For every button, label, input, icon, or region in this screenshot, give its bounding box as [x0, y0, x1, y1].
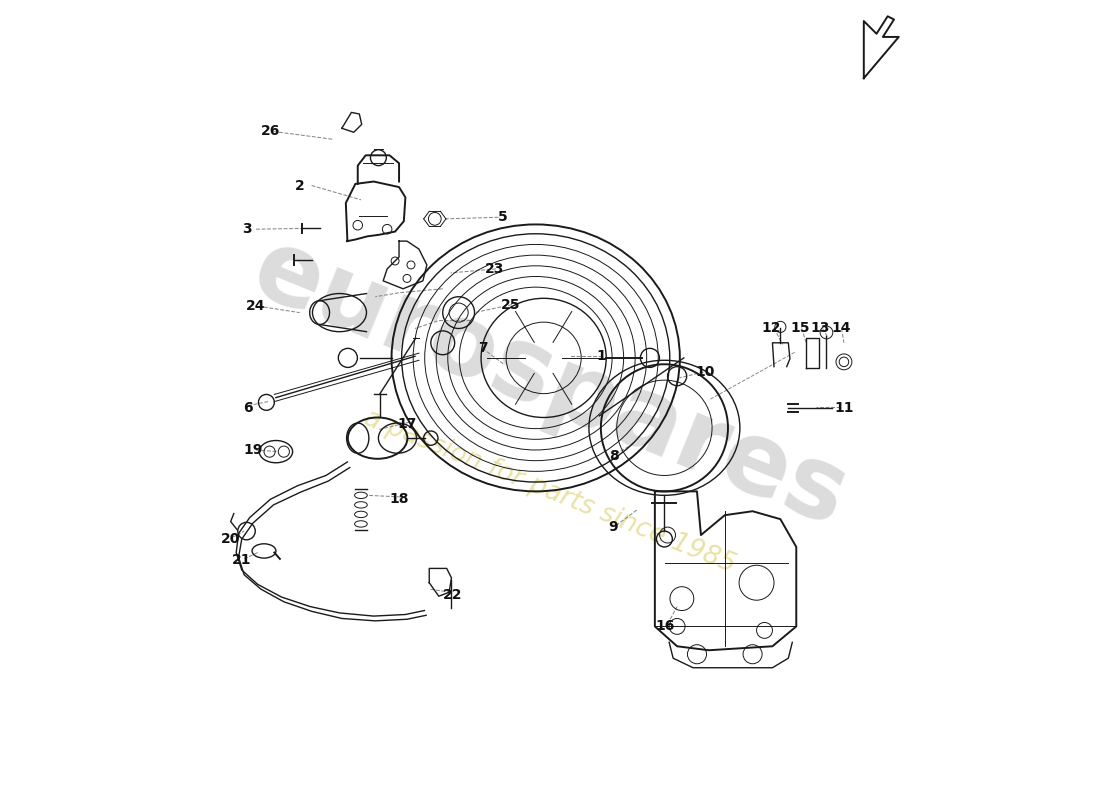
Text: 3: 3: [242, 222, 251, 236]
Text: 6: 6: [243, 401, 253, 415]
Text: 19: 19: [243, 443, 263, 457]
Text: 5: 5: [497, 210, 507, 224]
Text: 16: 16: [656, 619, 675, 634]
Text: 7: 7: [477, 342, 487, 355]
Text: 15: 15: [791, 322, 810, 335]
Text: 13: 13: [811, 322, 829, 335]
Text: 18: 18: [389, 492, 409, 506]
Text: 25: 25: [500, 298, 520, 312]
Text: 2: 2: [295, 178, 305, 193]
Text: 17: 17: [397, 417, 417, 431]
Text: a passion for parts since 1985: a passion for parts since 1985: [361, 405, 739, 578]
Text: 26: 26: [261, 125, 280, 138]
Text: 24: 24: [246, 299, 266, 314]
Text: 23: 23: [485, 262, 504, 276]
Text: 9: 9: [608, 520, 618, 534]
Text: 21: 21: [232, 554, 252, 567]
Text: 14: 14: [832, 322, 851, 335]
Text: 1: 1: [597, 350, 606, 363]
Text: 20: 20: [221, 532, 240, 546]
Text: 22: 22: [443, 588, 463, 602]
Text: 10: 10: [695, 365, 715, 379]
Text: 11: 11: [834, 401, 854, 415]
Text: eurospares: eurospares: [239, 221, 861, 547]
Text: 8: 8: [608, 449, 618, 462]
Text: 12: 12: [761, 322, 781, 335]
